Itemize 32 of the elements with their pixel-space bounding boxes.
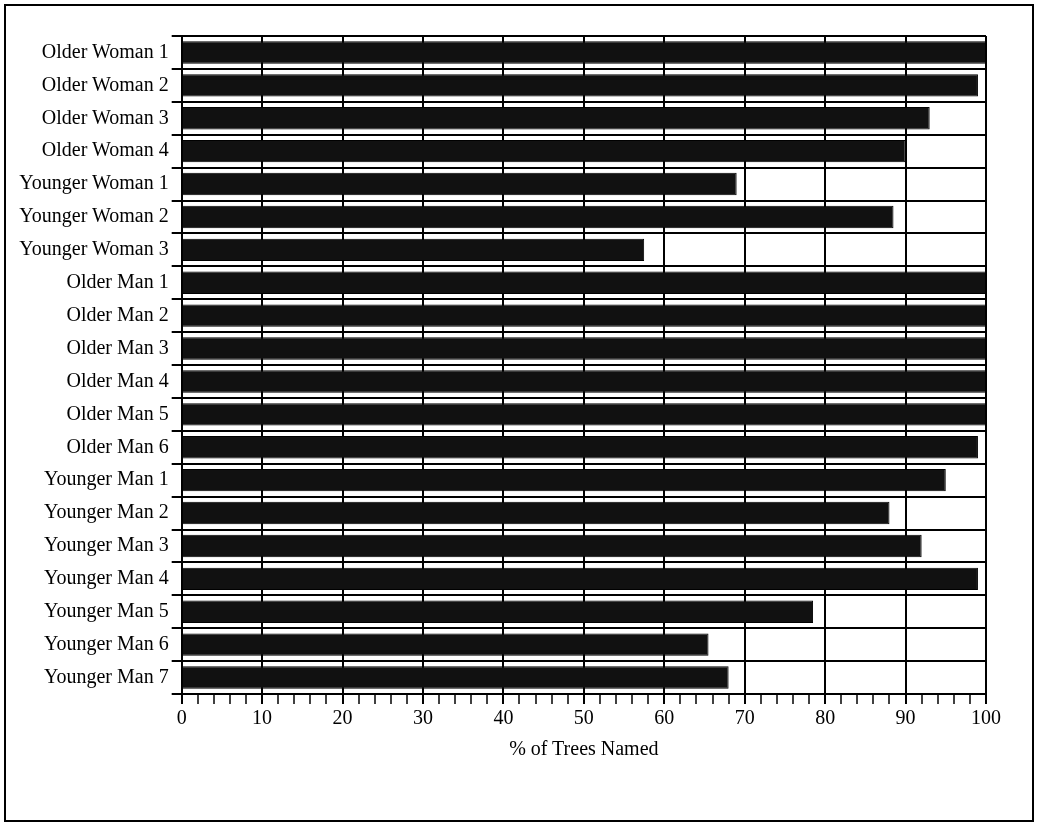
y-tick-label: Younger Man 6 bbox=[44, 631, 169, 655]
x-tick-label: 70 bbox=[734, 706, 755, 729]
x-tick-label: 30 bbox=[412, 706, 433, 729]
x-tick-label: 80 bbox=[815, 706, 836, 729]
y-tick-label: Younger Man 5 bbox=[44, 599, 169, 622]
y-tick-label: Younger Man 3 bbox=[44, 533, 169, 557]
x-tick-label: 20 bbox=[332, 706, 353, 729]
y-tick-label: Younger Woman 2 bbox=[19, 204, 169, 228]
y-tick-label: Younger Woman 3 bbox=[19, 237, 169, 261]
y-tick-label: Younger Man 4 bbox=[44, 566, 169, 590]
y-tick-label: Older Man 6 bbox=[66, 434, 169, 457]
x-tick-label: 90 bbox=[895, 706, 916, 729]
y-tick-label: Older Woman 1 bbox=[41, 39, 169, 62]
y-tick-label: Older Woman 3 bbox=[41, 105, 169, 128]
x-tick-label: 100 bbox=[971, 706, 1001, 729]
y-tick-label: Older Woman 4 bbox=[41, 138, 169, 161]
y-tick-label: Older Woman 2 bbox=[41, 72, 169, 95]
y-tick-label: Older Man 4 bbox=[66, 368, 169, 391]
x-tick-label: 50 bbox=[573, 706, 594, 729]
y-tick-label: Older Man 5 bbox=[66, 401, 169, 424]
y-tick-label: Older Man 1 bbox=[66, 270, 169, 292]
y-tick-label: Younger Man 1 bbox=[44, 467, 169, 491]
x-tick-label: 0 bbox=[176, 706, 187, 729]
x-tick-label: 10 bbox=[252, 706, 273, 729]
y-tick-label: Younger Woman 1 bbox=[19, 171, 169, 195]
y-tick-label: Younger Man 2 bbox=[44, 500, 169, 524]
x-tick-label: 60 bbox=[654, 706, 675, 729]
y-tick-label: Younger Man 7 bbox=[44, 664, 169, 688]
y-tick-label: Older Man 3 bbox=[66, 335, 169, 358]
x-axis-title: % of Trees Named bbox=[509, 737, 659, 760]
y-tick-label: Older Man 2 bbox=[66, 302, 169, 325]
x-tick-label: 40 bbox=[493, 706, 514, 729]
